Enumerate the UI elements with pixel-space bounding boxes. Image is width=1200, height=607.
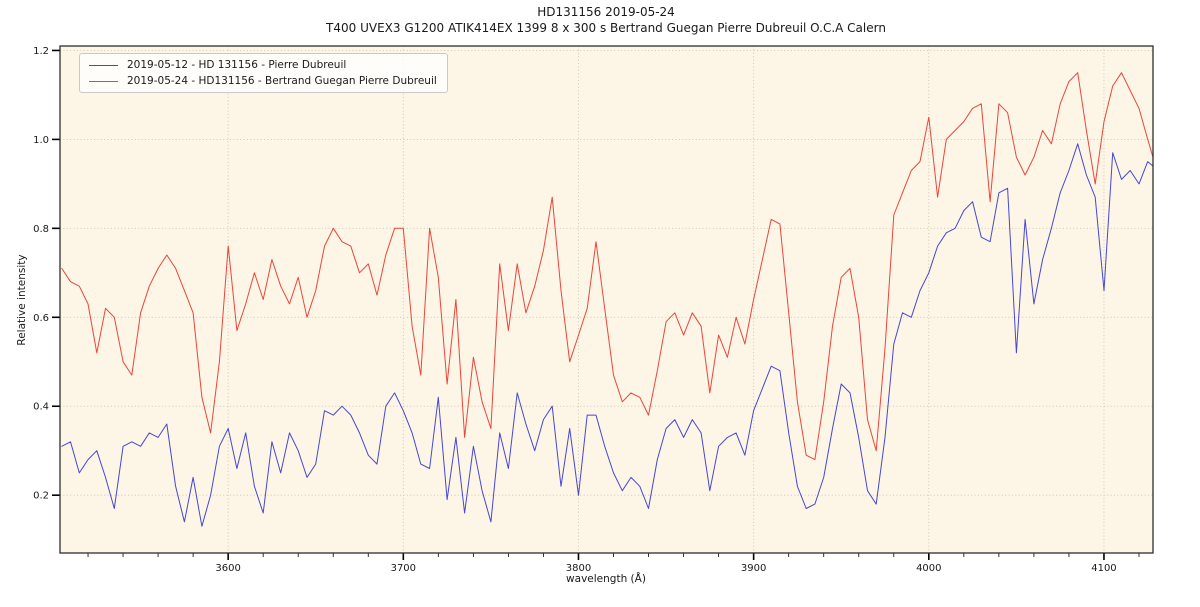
x-tick-label: 3700 bbox=[391, 563, 416, 574]
x-tick-label: 4000 bbox=[916, 563, 941, 574]
axes-border bbox=[59, 45, 1154, 554]
legend-item: 2019-05-24 - HD131156 - Bertrand Guegan … bbox=[89, 75, 437, 87]
y-tick-label: 0.4 bbox=[33, 402, 49, 413]
x-tick-label: 3600 bbox=[215, 563, 240, 574]
legend: 2019-05-12 - HD 131156 - Pierre Dubreuil… bbox=[79, 53, 448, 93]
chart-title: HD131156 2019-05-24 bbox=[537, 5, 675, 19]
x-tick-label: 3900 bbox=[741, 563, 766, 574]
y-axis-label: Relative intensity bbox=[16, 254, 28, 346]
spectrum-line-2019-05-24 bbox=[61, 72, 1153, 461]
legend-line-sample-red bbox=[89, 80, 118, 82]
y-tick-label: 1.2 bbox=[33, 46, 49, 57]
legend-label: 2019-05-12 - HD 131156 - Pierre Dubreuil bbox=[127, 59, 347, 71]
axes-background bbox=[60, 46, 1153, 553]
y-tick-label: 0.2 bbox=[33, 491, 49, 502]
legend-label: 2019-05-24 - HD131156 - Bertrand Guegan … bbox=[127, 75, 437, 87]
x-tick-label: 4100 bbox=[1091, 563, 1116, 574]
y-tick-label: 1.0 bbox=[33, 135, 49, 146]
legend-item: 2019-05-12 - HD 131156 - Pierre Dubreuil bbox=[89, 59, 437, 71]
legend-line-sample-blue bbox=[89, 64, 118, 66]
spectrum-line-2019-05-12 bbox=[61, 143, 1153, 527]
chart-subtitle: T400 UVEX3 G1200 ATIK414EX 1399 8 x 300 … bbox=[326, 21, 886, 35]
x-axis-label: wavelength (Å) bbox=[566, 573, 646, 585]
x-tick-label: 3800 bbox=[566, 563, 591, 574]
y-tick-label: 0.8 bbox=[33, 224, 49, 235]
y-tick-label: 0.6 bbox=[33, 313, 49, 324]
